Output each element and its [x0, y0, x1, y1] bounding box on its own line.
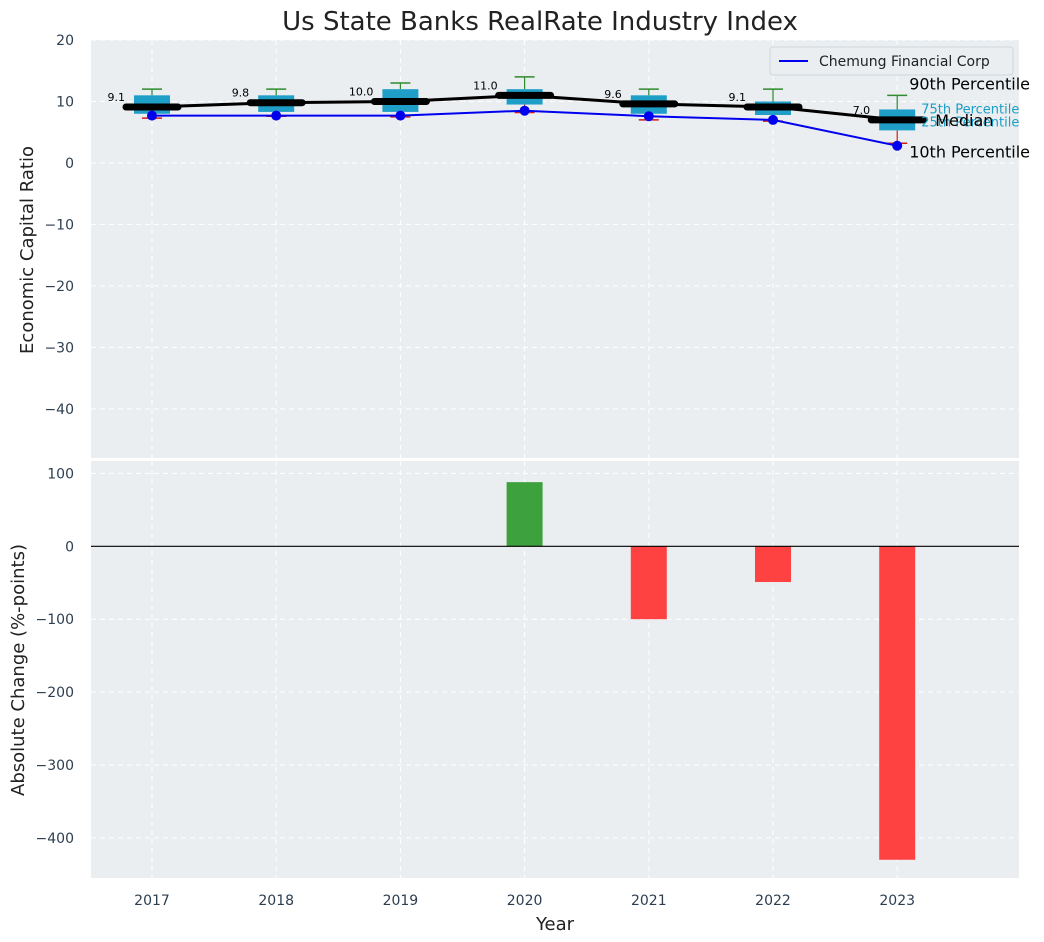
series-line: [147, 105, 903, 151]
series-point: [519, 105, 530, 116]
annotation-90th: 90th Percentile: [909, 74, 1030, 93]
bottom-y-ticks: 100 0 −100 −200 −300 −400: [36, 466, 74, 847]
median-trend: [151, 93, 898, 122]
x-tick-label: 2017: [134, 893, 170, 909]
x-tick-label: 2022: [755, 893, 791, 909]
series-point: [892, 140, 903, 151]
legend-box: [769, 46, 1014, 76]
median-trend-line: [151, 93, 898, 122]
legend-label: Chemung Financial Corp: [819, 54, 990, 70]
bottom-plot-area: [91, 461, 1019, 878]
top-plot-area: [91, 40, 1019, 458]
series-point: [643, 111, 654, 122]
top-y-tick-label: 10: [56, 94, 74, 110]
series-point: [395, 110, 406, 121]
median-value-label: 10.0: [349, 85, 374, 98]
x-tick-label: 2023: [879, 893, 915, 909]
x-tick-label: 2018: [258, 893, 294, 909]
median-value-label: 9.6: [604, 88, 622, 101]
annotation-75th: 75th Percentile: [921, 102, 1019, 117]
series-point: [768, 114, 778, 125]
bottom-y-axis-label: Absolute Change (%-points): [8, 544, 29, 796]
change-bar: [879, 546, 916, 860]
x-tick-label: 2019: [383, 893, 419, 909]
top-y-tick-label: −30: [44, 340, 74, 356]
change-bars: [506, 482, 916, 860]
series-point: [147, 110, 157, 121]
bottom-y-tick-label: −100: [36, 612, 74, 628]
annotation-median: Median: [935, 111, 993, 130]
median-value-label: 9.1: [108, 91, 126, 104]
median-value-label: 11.0: [473, 79, 498, 92]
bottom-y-tick-label: 100: [47, 466, 74, 482]
change-bar: [630, 546, 667, 620]
annotation-25th: 25th Percentile: [921, 115, 1019, 130]
bottom-gridlines: [91, 461, 1019, 878]
annotation-10th: 10th Percentile: [909, 142, 1030, 161]
bottom-y-tick-label: −300: [36, 758, 74, 774]
x-ticks: 2017 2018 2019 2020 2021 2022 2023: [134, 893, 915, 909]
top-y-tick-label: 20: [56, 33, 74, 49]
top-y-tick-label: −20: [44, 279, 74, 295]
change-bar: [506, 482, 543, 547]
median-value-label: 9.8: [232, 87, 250, 100]
bottom-y-tick-label: −200: [36, 685, 74, 701]
x-axis-label: Year: [535, 914, 575, 935]
median-value-label: 7.0: [853, 104, 871, 117]
top-gridlines: [91, 39, 1019, 458]
bottom-y-tick-label: −400: [36, 831, 74, 847]
top-y-ticks: 20 10 0 −10 −20 −30 −40: [44, 33, 74, 418]
change-bar: [755, 546, 791, 583]
series-point: [271, 110, 282, 121]
chart-title: Us State Banks RealRate Industry Index: [282, 7, 798, 37]
median-value-label: 9.1: [729, 91, 747, 104]
bottom-y-tick-label: 0: [65, 539, 74, 555]
top-y-axis-label: Economic Capital Ratio: [17, 146, 38, 354]
x-tick-label: 2021: [631, 893, 667, 909]
legend: Chemung Financial Corp: [769, 46, 1014, 76]
top-y-tick-label: −40: [44, 402, 74, 418]
x-tick-label: 2020: [507, 893, 543, 909]
top-y-tick-label: 0: [65, 156, 74, 172]
top-y-tick-label: −10: [44, 217, 74, 233]
